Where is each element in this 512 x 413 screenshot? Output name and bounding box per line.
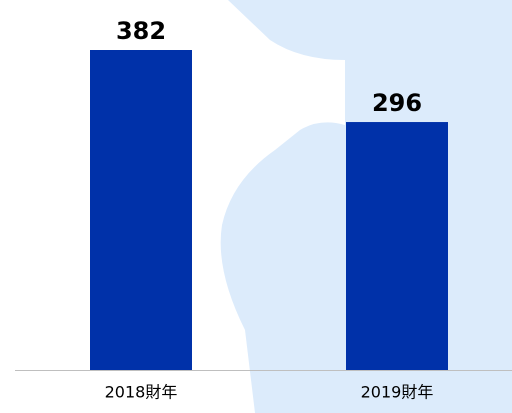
x-tick-label: 2019財年: [361, 383, 434, 402]
bar: [90, 50, 192, 370]
data-label: 296: [372, 89, 422, 117]
data-label: 382: [116, 17, 166, 45]
x-tick-label: 2018財年: [105, 383, 178, 402]
bar: [346, 122, 448, 370]
